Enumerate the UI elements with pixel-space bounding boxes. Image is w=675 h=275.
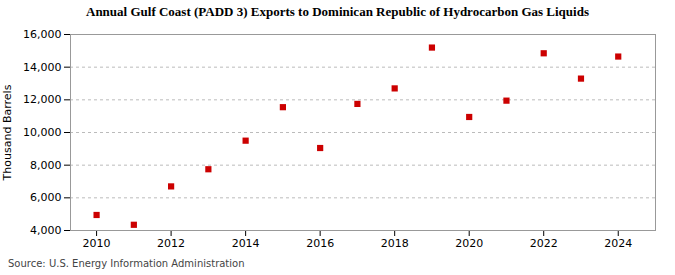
svg-text:2018: 2018 [381, 237, 409, 250]
svg-text:10,000: 10,000 [23, 126, 62, 139]
svg-text:2020: 2020 [455, 237, 483, 250]
svg-text:4,000: 4,000 [30, 224, 62, 237]
svg-text:16,000: 16,000 [23, 28, 62, 41]
svg-text:2024: 2024 [604, 237, 632, 250]
svg-text:2016: 2016 [306, 237, 334, 250]
svg-text:12,000: 12,000 [23, 93, 62, 106]
svg-text:Thousand Barrels: Thousand Barrels [1, 84, 14, 181]
svg-text:14,000: 14,000 [23, 61, 62, 74]
html-text:Annual Gulf Coast (PADD 3) Exp: Annual Gulf Coast (PADD 3) Exports to Do… [86, 4, 589, 19]
svg-text:2012: 2012 [157, 237, 185, 250]
svg-text:2014: 2014 [232, 237, 260, 250]
svg-text:8,000: 8,000 [30, 159, 62, 172]
html-text:Source: U.S. Energy Informatio: Source: U.S. Energy Information Administ… [8, 258, 245, 269]
svg-text:6,000: 6,000 [30, 191, 62, 204]
svg-text:2010: 2010 [83, 237, 111, 250]
svg-text:2022: 2022 [530, 237, 558, 250]
